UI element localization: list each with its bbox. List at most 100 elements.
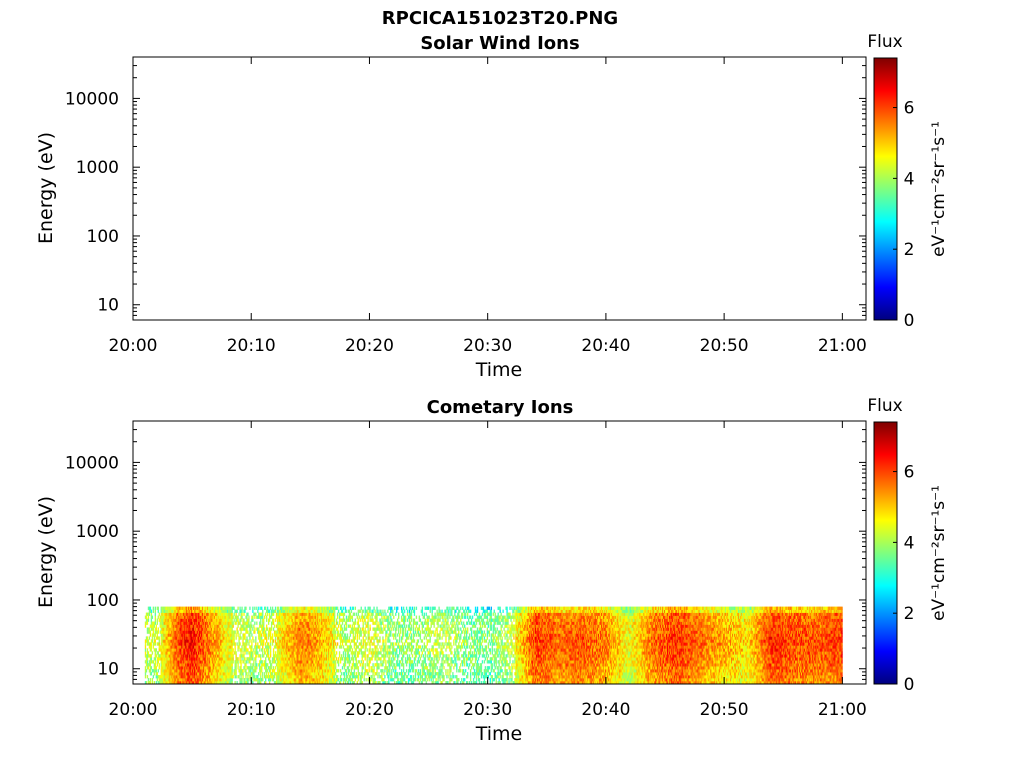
spectrogram-cell <box>301 657 303 661</box>
spectrogram-cell <box>161 663 163 667</box>
spectrogram-cell <box>301 666 303 670</box>
spectrogram-cell <box>227 681 229 684</box>
spectrogram-cell <box>332 609 334 613</box>
spectrogram-cell <box>324 621 326 625</box>
spectrogram-cell <box>351 663 354 667</box>
spectrogram-cell <box>300 657 302 661</box>
spectrogram-cell <box>180 654 182 658</box>
spectrogram-cell <box>150 648 153 652</box>
spectrogram-cell <box>181 624 183 628</box>
spectrogram-cell <box>164 672 166 676</box>
spectrogram-cell <box>320 660 322 664</box>
spectrogram-cell <box>369 678 371 682</box>
spectrogram-cell <box>204 615 207 619</box>
spectrogram-cell <box>151 639 154 643</box>
spectrogram-cell <box>327 654 329 658</box>
spectrogram-cell <box>276 627 279 631</box>
spectrogram-cell <box>250 666 252 670</box>
spectrogram-cell <box>296 633 298 637</box>
spectrogram-cell <box>169 606 171 610</box>
spectrogram-cell <box>287 615 290 619</box>
spectrogram-cell <box>324 651 326 655</box>
spectrogram-cell <box>374 633 376 637</box>
spectrogram-cell <box>368 642 370 646</box>
spectrogram-cell <box>286 681 289 684</box>
spectrogram-cell <box>204 669 207 673</box>
spectrogram-cell <box>200 669 203 673</box>
spectrogram-cell <box>327 609 329 613</box>
spectrogram-cell <box>215 651 218 655</box>
spectrogram-cell <box>188 639 190 643</box>
spectrogram-cell <box>266 672 268 676</box>
spectrogram-cell <box>343 675 346 679</box>
spectrogram-cell <box>278 648 281 652</box>
spectrogram-cell <box>355 648 357 652</box>
spectrogram-cell <box>374 609 376 613</box>
spectrogram-cell <box>334 663 337 667</box>
spectrogram-cell <box>319 618 321 622</box>
spectrogram-cell <box>195 657 197 661</box>
spectrogram-cell <box>207 606 210 610</box>
spectrogram-cell <box>152 633 155 637</box>
spectrogram-cell <box>333 630 335 634</box>
spectrogram-cell <box>192 645 194 649</box>
spectrogram-cell <box>310 669 312 673</box>
spectrogram-cell <box>316 675 318 679</box>
spectrogram-cell <box>255 666 257 670</box>
spectrogram-cell <box>181 633 183 637</box>
spectrogram-cell <box>351 618 354 622</box>
spectrogram-cell <box>329 633 331 637</box>
spectrogram-cell <box>266 666 268 670</box>
spectrogram-cell <box>297 627 299 631</box>
spectrogram-cell <box>321 606 323 610</box>
spectrogram-cell <box>319 630 321 634</box>
spectrogram-cell <box>327 651 329 655</box>
spectrogram-cell <box>373 675 375 679</box>
spectrogram-cell <box>304 660 306 664</box>
spectrogram-cell <box>284 633 287 637</box>
spectrogram-cell <box>258 678 260 682</box>
spectrogram-cell <box>303 654 305 658</box>
spectrogram-cell <box>187 615 189 619</box>
spectrogram-cell <box>255 678 257 682</box>
spectrogram-cell <box>241 681 243 684</box>
spectrogram-cell <box>159 648 161 652</box>
spectrogram-cell <box>341 618 344 622</box>
spectrogram-cell <box>331 681 333 684</box>
spectrogram-cell <box>214 642 217 646</box>
spectrogram-cell <box>300 660 302 664</box>
spectrogram-cell <box>187 630 189 634</box>
spectrogram-cell <box>152 669 155 673</box>
spectrogram-cell <box>285 648 288 652</box>
spectrogram-cell <box>287 651 290 655</box>
spectrogram-cell <box>320 609 322 613</box>
spectrogram-cell <box>188 663 190 667</box>
spectrogram-cell <box>174 663 176 667</box>
spectrogram-cell <box>224 642 226 646</box>
spectrogram-cell <box>284 660 287 664</box>
spectrogram-cell <box>182 642 184 646</box>
spectrogram-cell <box>330 621 332 625</box>
spectrogram-cell <box>314 648 316 652</box>
spectrogram-cell <box>263 624 265 628</box>
spectrogram-cell <box>276 648 279 652</box>
spectrogram-cell <box>266 654 268 658</box>
spectrogram-cell <box>261 669 263 673</box>
spectrogram-cell <box>327 666 329 670</box>
spectrogram-cell <box>229 654 231 658</box>
spectrogram-cell <box>231 669 233 673</box>
spectrogram-cell <box>313 651 315 655</box>
spectrogram-cell <box>195 624 197 628</box>
spectrogram-cell <box>264 672 266 676</box>
spectrogram-cell <box>295 627 297 631</box>
spectrogram-cell <box>373 666 375 670</box>
spectrogram-cell <box>213 633 216 637</box>
spectrogram-cell <box>160 657 162 661</box>
spectrogram-cell <box>274 630 277 634</box>
spectrogram-cell <box>331 621 333 625</box>
spectrogram-cell <box>158 654 160 658</box>
spectrogram-cell <box>295 618 297 622</box>
spectrogram-cell <box>194 627 196 631</box>
spectrogram-cell <box>292 651 294 655</box>
spectrogram-cell <box>192 609 194 613</box>
